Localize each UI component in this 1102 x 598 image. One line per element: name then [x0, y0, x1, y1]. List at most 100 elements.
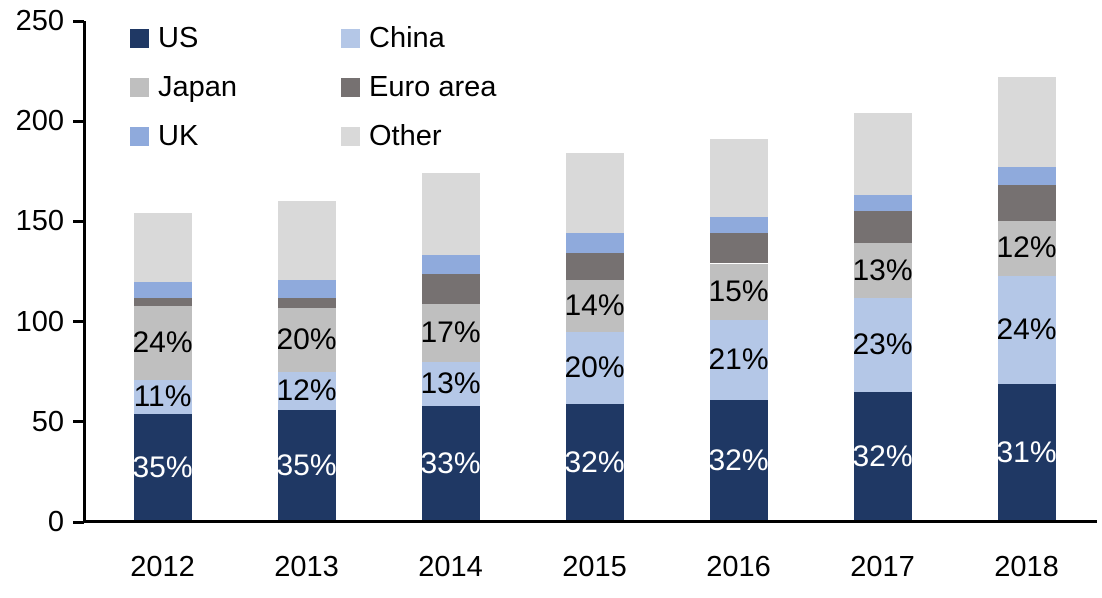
y-axis-tick: [73, 320, 84, 324]
y-axis-tick: [73, 19, 84, 23]
legend-swatch-japan: [130, 78, 149, 97]
bar-segment-uk: [133, 281, 192, 298]
bar-segment-euro-area: [133, 297, 192, 306]
bar-segment-euro-area: [277, 297, 336, 308]
legend-item-other: Other: [341, 122, 496, 151]
bar-segment-japan: 24%: [132, 305, 193, 380]
y-axis-line: [83, 21, 86, 523]
x-axis-tick-label: 2012: [130, 551, 195, 583]
legend-swatch-uk: [130, 127, 149, 146]
segment-percent-label: 12%: [996, 231, 1057, 265]
legend-swatch-other: [341, 127, 360, 146]
y-axis-tick: [73, 219, 84, 223]
y-axis-tick: [73, 520, 84, 524]
bar-segment-us: 35%: [276, 409, 337, 522]
bar-segment-other: [997, 77, 1056, 168]
legend-item-euro-area: Euro area: [341, 73, 496, 102]
bar-segment-us: 35%: [132, 413, 193, 522]
segment-percent-label: 32%: [564, 445, 625, 479]
segment-percent-label: 24%: [132, 325, 193, 359]
bar-segment-japan: 15%: [708, 263, 769, 320]
segment-percent-label: 12%: [276, 373, 337, 407]
legend-label-us: US: [158, 22, 199, 54]
bar-segment-uk: [421, 255, 480, 274]
bar-segment-other: [565, 153, 624, 234]
segment-percent-label: 32%: [852, 439, 913, 473]
bar-segment-uk: [997, 167, 1056, 186]
bar-segment-euro-area: [853, 211, 912, 244]
segment-percent-label: 20%: [276, 322, 337, 356]
bar-segment-euro-area: [565, 253, 624, 280]
x-axis-tick-label: 2013: [274, 551, 339, 583]
bar-segment-china: 11%: [133, 379, 192, 414]
x-axis-tick-label: 2015: [562, 551, 627, 583]
bar-segment-other: [709, 139, 768, 218]
bar-segment-uk: [853, 195, 912, 212]
segment-percent-label: 35%: [276, 448, 337, 482]
legend-label-china: China: [369, 22, 445, 54]
x-axis-tick-label: 2016: [706, 551, 771, 583]
bar-segment-china: 13%: [420, 361, 481, 406]
segment-percent-label: 21%: [708, 342, 769, 376]
chart-legend: US China Japan Euro area UK Other: [130, 24, 496, 151]
bar-segment-japan: 20%: [276, 307, 337, 372]
bar-segment-euro-area: [709, 233, 768, 264]
y-axis-tick-label: 100: [15, 305, 64, 338]
bar-segment-us: 32%: [564, 403, 625, 522]
segment-percent-label: 24%: [996, 312, 1057, 346]
segment-percent-label: 15%: [708, 274, 769, 308]
x-axis-line: [83, 520, 1097, 523]
bar-segment-euro-area: [421, 273, 480, 304]
bar-segment-us: 33%: [420, 405, 481, 522]
bar-segment-china: 24%: [996, 275, 1057, 384]
bar-segment-us: 32%: [852, 391, 913, 522]
bar-segment-other: [421, 173, 480, 256]
y-axis-tick: [73, 420, 84, 424]
segment-percent-label: 33%: [420, 446, 481, 480]
bar-segment-uk: [565, 233, 624, 254]
bar-segment-china: 20%: [564, 331, 625, 404]
segment-percent-label: 14%: [564, 288, 625, 322]
bar-segment-china: 23%: [852, 297, 913, 392]
legend-item-uk: UK: [130, 122, 341, 151]
segment-percent-label: 17%: [420, 315, 481, 349]
legend-item-china: China: [341, 24, 496, 53]
bar-segment-us: 32%: [708, 399, 769, 522]
segment-percent-label: 31%: [996, 435, 1057, 469]
bar-segment-japan: 12%: [996, 221, 1057, 276]
segment-percent-label: 11%: [133, 379, 192, 413]
bar-segment-uk: [277, 279, 336, 298]
legend-label-other: Other: [369, 120, 442, 152]
bar-segment-japan: 14%: [564, 279, 625, 332]
bar-segment-us: 31%: [996, 383, 1057, 522]
bar-segment-other: [853, 113, 912, 196]
plot-area: 35% 11% 24% 35% 12% 20% 33% 13% 17% 32% 20% 14% 32% 2…: [85, 21, 1097, 522]
y-axis-tick-label: 50: [31, 405, 64, 438]
legend-label-uk: UK: [158, 120, 199, 152]
segment-percent-label: 35%: [132, 450, 193, 484]
y-axis-tick-label: 150: [15, 205, 64, 238]
bar-segment-japan: 17%: [420, 303, 481, 362]
legend-label-euro-area: Euro area: [369, 71, 497, 103]
segment-percent-label: 32%: [708, 443, 769, 477]
legend-item-us: US: [130, 24, 341, 53]
bar-segment-other: [133, 213, 192, 282]
segment-percent-label: 13%: [852, 253, 913, 287]
bar-segment-china: 21%: [708, 319, 769, 400]
bar-segment-uk: [709, 217, 768, 234]
legend-swatch-china: [341, 29, 360, 48]
legend-label-japan: Japan: [158, 71, 238, 103]
segment-percent-label: 20%: [564, 350, 625, 384]
legend-item-japan: Japan: [130, 73, 341, 102]
segment-percent-label: 23%: [852, 327, 913, 361]
bar-segment-japan: 13%: [852, 243, 913, 298]
y-axis-tick-label: 250: [15, 5, 64, 37]
bar-segment-other: [277, 201, 336, 280]
x-axis-tick-label: 2017: [850, 551, 915, 583]
legend-swatch-us: [130, 29, 149, 48]
y-axis-tick-label: 200: [15, 105, 64, 138]
x-axis-tick-label: 2014: [418, 551, 483, 583]
bar-segment-euro-area: [997, 185, 1056, 222]
y-axis-tick-label: 0: [47, 506, 64, 538]
